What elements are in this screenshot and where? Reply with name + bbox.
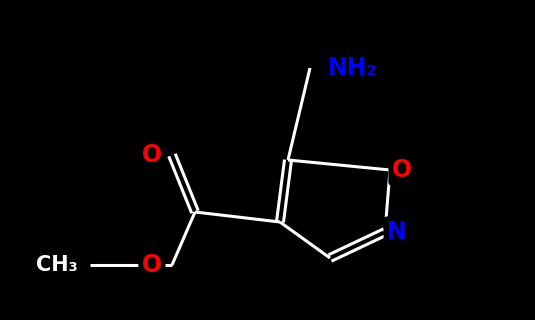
Text: O: O [392,158,412,182]
Text: O: O [142,253,162,277]
Text: CH₃: CH₃ [36,255,78,275]
Text: NH₂: NH₂ [328,56,378,80]
Text: N: N [387,220,407,244]
Text: O: O [142,143,162,167]
